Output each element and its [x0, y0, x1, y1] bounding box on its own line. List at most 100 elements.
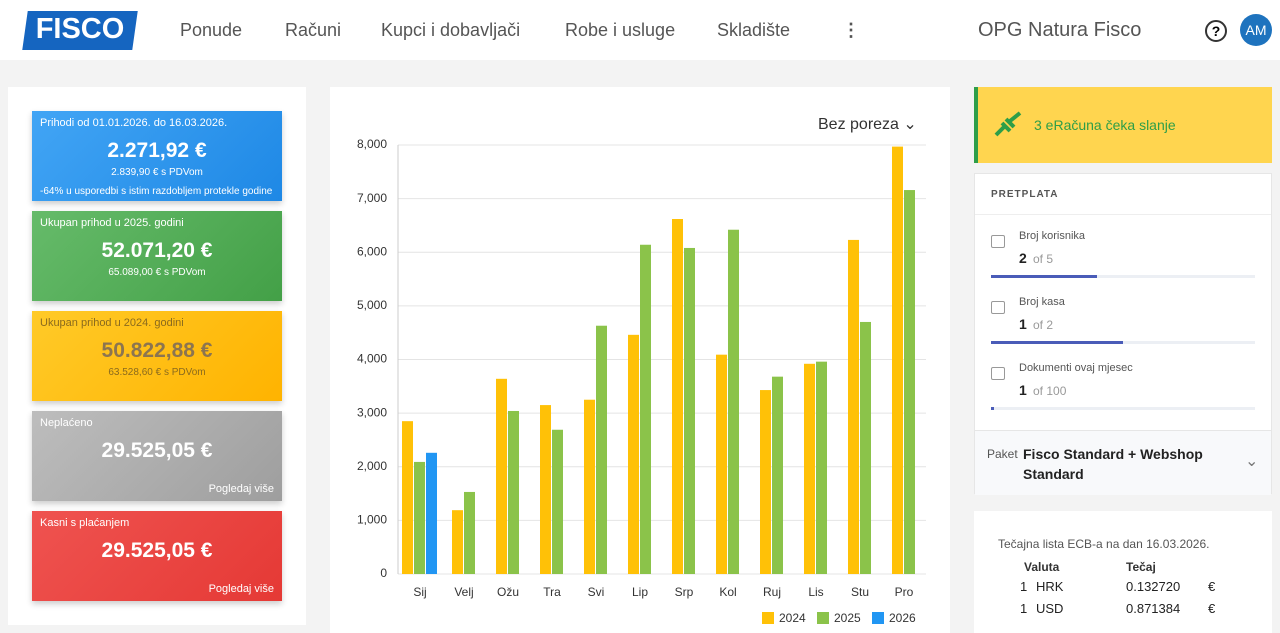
bar	[508, 410, 519, 574]
tax-dropdown-label[interactable]: Bez poreza	[818, 116, 899, 133]
card: Prihodi od 01.01.2026. do 16.03.2026. 2.2…	[32, 111, 282, 201]
legend-swatch	[762, 612, 774, 624]
usage-bar	[991, 407, 994, 410]
tax-dropdown[interactable]: Bez poreza ⌄	[818, 116, 917, 133]
x-tick-label: Kol	[719, 585, 736, 599]
subscription-panel: PRETPLATA Paket Fisco Standard + Webshop…	[974, 173, 1272, 495]
divider	[975, 214, 1271, 215]
bar	[402, 421, 413, 574]
bar	[414, 461, 425, 574]
company-name[interactable]: OPG Natura Fisco	[978, 19, 1142, 41]
y-tick-label: 3,000	[357, 405, 387, 419]
x-tick-label: Lip	[632, 585, 648, 599]
card: Neplaćeno 29.525,05 € Pogledaj više	[32, 411, 282, 501]
usage-limit: of 100	[1033, 384, 1067, 398]
card-title: Prihodi od 01.01.2026. do 16.03.2026.	[40, 117, 228, 129]
subscription-title: PRETPLATA	[991, 189, 1059, 200]
bar	[640, 244, 651, 574]
legend-label: 2024	[779, 611, 806, 625]
bar	[496, 378, 507, 574]
top-bar: FISCO Ponude Računi Kupci i dobavljači R…	[0, 0, 1280, 60]
logo[interactable]: FISCO	[35, 13, 125, 45]
y-tick-label: 4,000	[357, 352, 387, 366]
bar	[716, 354, 727, 574]
exchange-cell: 0.871384	[1126, 601, 1181, 616]
chart: 0 1,000 2,000 3,000 4,000 5,000 6,000 7,000 8,00…	[357, 137, 926, 625]
card-subtitle: 2.839,90 € s PDVom	[111, 167, 203, 178]
bar	[584, 399, 595, 574]
y-tick-label: 2,000	[357, 459, 387, 473]
bar	[760, 390, 771, 574]
exchange-cell: 1	[1020, 579, 1028, 594]
bar	[848, 239, 859, 574]
nav-link[interactable]: Računi	[285, 20, 342, 40]
legend-swatch	[817, 612, 829, 624]
bar	[892, 146, 903, 574]
x-tick-label: Velj	[454, 585, 473, 599]
package-name: Fisco Standard + Webshop Standard	[1023, 446, 1203, 482]
bar	[540, 405, 551, 574]
card-link[interactable]: Pogledaj više	[208, 583, 274, 595]
y-tick-label: 0	[380, 566, 387, 580]
y-tick-label: 6,000	[357, 244, 387, 258]
more-menu[interactable]: ⋮	[842, 20, 860, 40]
bar	[816, 361, 827, 574]
card-amount: 2.271,92 €	[107, 139, 207, 162]
y-tick-label: 7,000	[357, 191, 387, 205]
card-note: -64% u usporedbi s istim razdobljem prot…	[40, 186, 273, 197]
x-tick-label: Tra	[543, 585, 561, 599]
nav-link[interactable]: Kupci i dobavljači	[381, 20, 521, 40]
x-tick-label: Lis	[808, 585, 823, 599]
package-row[interactable]: Paket Fisco Standard + Webshop Standard …	[975, 430, 1271, 495]
usage-limit: of 5	[1033, 252, 1054, 266]
card-title: Ukupan prihod u 2024. godini	[40, 317, 184, 329]
x-tick-label: Srp	[675, 585, 694, 599]
x-tick-label: Pro	[895, 585, 914, 599]
exchange-title: Tečajna lista ECB-a na dan 16.03.2026.	[998, 537, 1210, 551]
usage-icon	[991, 367, 1005, 380]
card-title: Neplaćeno	[40, 417, 93, 429]
bar	[772, 376, 783, 574]
card-amount: 29.525,05 €	[101, 439, 213, 462]
usage-value: 1	[1019, 316, 1027, 332]
avatar[interactable]: AM	[1240, 14, 1272, 46]
exchange-cell: €	[1208, 579, 1216, 594]
x-tick-label: Sij	[413, 585, 426, 599]
nav-link[interactable]: Ponude	[180, 20, 243, 40]
usage-bar	[991, 275, 1097, 278]
bar	[672, 219, 683, 574]
card-link[interactable]: Pogledaj više	[208, 483, 274, 495]
x-tick-label: Svi	[588, 585, 605, 599]
exchange-header: Tečaj	[1126, 560, 1156, 574]
bar	[904, 190, 915, 575]
card-title: Kasni s plaćanjem	[40, 517, 130, 529]
exchange-cell: €	[1208, 601, 1216, 616]
bar	[860, 321, 871, 574]
nav-link[interactable]: Skladište	[717, 20, 791, 40]
y-tick-label: 8,000	[357, 137, 387, 151]
x-tick-label: Ruj	[763, 585, 781, 599]
y-tick-label: 1,000	[357, 513, 387, 527]
x-tick-label: Ožu	[497, 585, 519, 599]
legend-label: 2025	[834, 611, 861, 625]
card-amount: 29.525,05 €	[101, 539, 213, 562]
card: Kasni s plaćanjem 29.525,05 € Pogledaj viš…	[32, 511, 282, 601]
banner-text[interactable]: 3 eRačuna čeka slanje	[1034, 117, 1176, 133]
bar	[452, 510, 463, 574]
legend-swatch	[872, 612, 884, 624]
nav-link[interactable]: Robe i usluge	[565, 20, 676, 40]
bar	[684, 247, 695, 574]
exchange-cell: 1	[1020, 601, 1028, 616]
bar	[464, 491, 475, 574]
chevron[interactable]: ⌄	[1245, 453, 1259, 470]
bar	[628, 334, 639, 574]
bar	[728, 229, 739, 575]
card-amount: 50.822,88 €	[101, 339, 213, 362]
exchange-cell: 0.132720	[1126, 579, 1181, 594]
usage-label: Broj kasa	[1019, 296, 1065, 308]
help-icon[interactable]: ?	[1205, 20, 1227, 42]
usage-bar	[991, 341, 1123, 344]
einvoice-banner[interactable]: 3 eRačuna čeka slanje	[974, 87, 1272, 163]
usage-value: 2	[1019, 250, 1027, 266]
bar	[804, 363, 815, 574]
